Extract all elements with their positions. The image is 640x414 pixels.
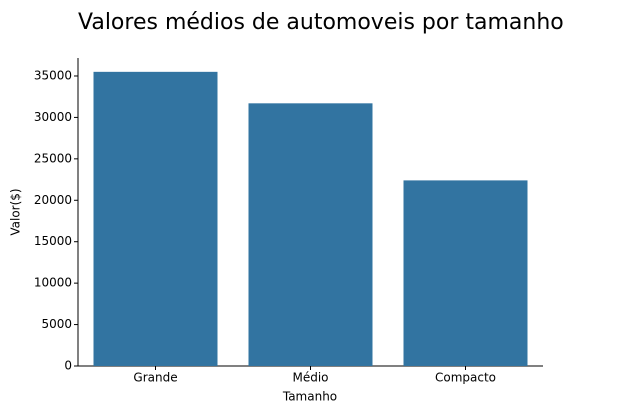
y-tick-label: 0: [64, 359, 72, 373]
bar: [403, 180, 528, 366]
y-tick-label: 25000: [34, 151, 72, 165]
y-tick-label: 30000: [34, 110, 72, 124]
bar: [93, 71, 218, 366]
chart-title: Valores médios de automoveis por tamanho: [78, 10, 564, 35]
x-axis-label: Tamanho: [282, 390, 337, 404]
y-axis-label: Valor($): [9, 188, 23, 235]
y-tick-label: 10000: [34, 276, 72, 290]
bar: [248, 103, 373, 366]
y-tick-label: 5000: [41, 317, 72, 331]
y-tick-label: 15000: [34, 234, 72, 248]
y-tick-label: 20000: [34, 193, 72, 207]
y-tick-label: 35000: [34, 68, 72, 82]
x-tick-label: Médio: [292, 371, 328, 385]
x-tick-label: Compacto: [435, 371, 496, 385]
x-tick-label: Grande: [133, 371, 177, 385]
